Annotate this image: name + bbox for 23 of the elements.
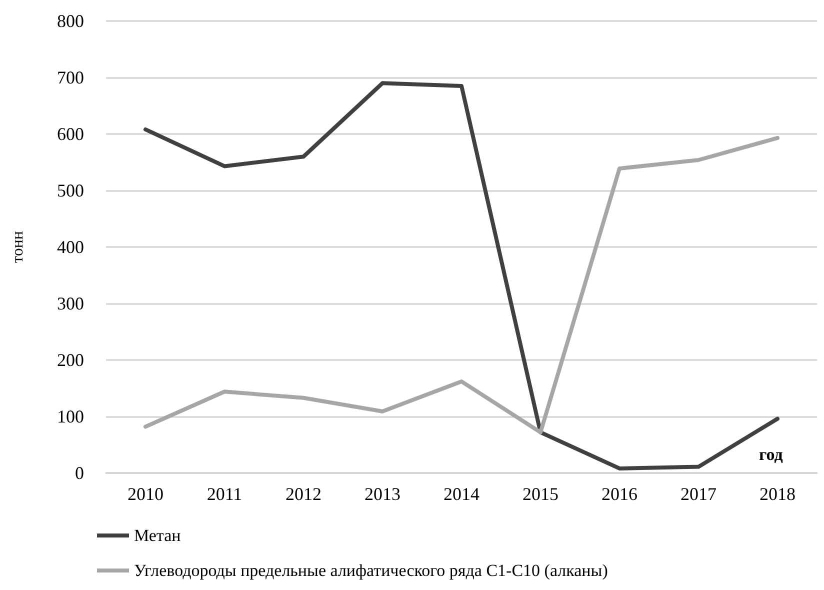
y-tick-label: 600 (57, 124, 84, 144)
y-axis-title: тонн (10, 230, 26, 263)
x-tick-label: 2010 (128, 484, 164, 504)
y-tick-label: 0 (75, 463, 84, 483)
x-tick-label: 2013 (364, 484, 400, 504)
x-tick-label: 2011 (206, 484, 242, 504)
x-axis-title: год (759, 445, 784, 464)
legend-label: Углеводороды предельные алифатического ряда С1-С10 (алканы) (134, 561, 608, 580)
y-tick-label: 500 (57, 180, 84, 200)
y-tick-label: 800 (57, 11, 84, 31)
x-tick-label: 2012 (286, 484, 322, 504)
x-tick-label: 2014 (444, 484, 480, 504)
x-tick-label: 2017 (680, 484, 716, 504)
x-tick-label: 2015 (522, 484, 558, 504)
legend-label: Метан (134, 526, 181, 545)
x-tick-label: 2016 (602, 484, 638, 504)
y-tick-label: 100 (57, 406, 84, 426)
y-tick-label: 200 (57, 350, 84, 370)
x-tick-label: 2018 (760, 484, 796, 504)
y-tick-label: 400 (57, 237, 84, 257)
y-tick-label: 700 (57, 68, 84, 88)
y-tick-label: 300 (57, 294, 84, 314)
line-series (144, 136, 780, 434)
